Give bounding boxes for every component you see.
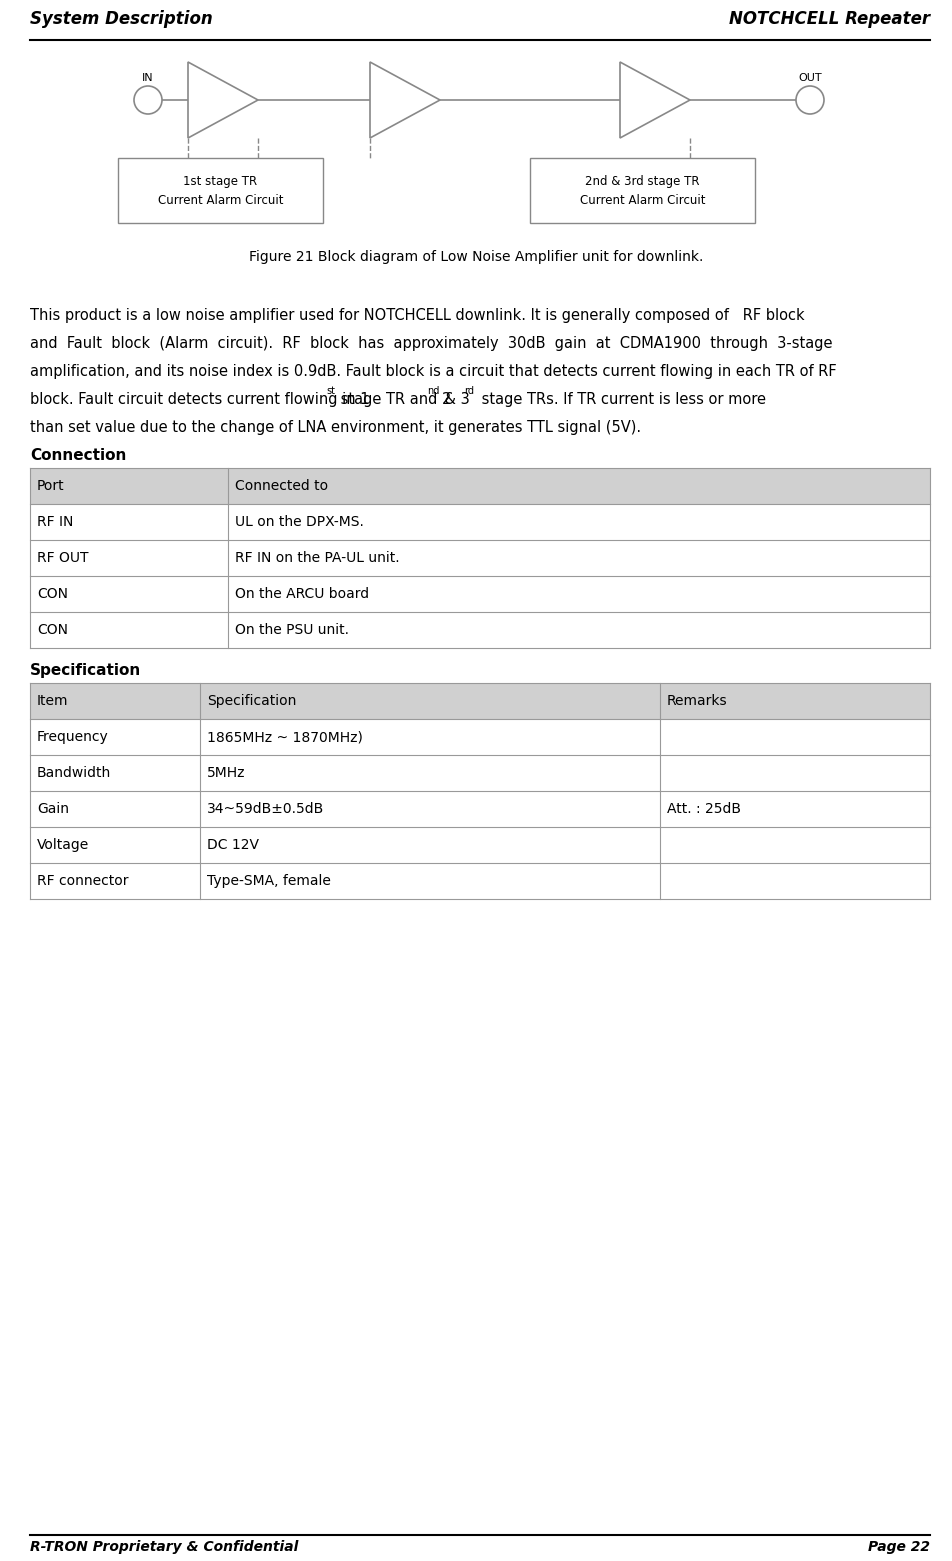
Text: Port: Port — [37, 479, 65, 493]
Text: Voltage: Voltage — [37, 838, 89, 852]
Text: Specification: Specification — [207, 695, 296, 709]
Text: IN: IN — [142, 73, 153, 83]
Text: 1865MHz ~ 1870MHz): 1865MHz ~ 1870MHz) — [207, 731, 363, 745]
Text: Specification: Specification — [30, 663, 141, 677]
Text: On the PSU unit.: On the PSU unit. — [235, 623, 348, 637]
Text: Att. : 25dB: Att. : 25dB — [666, 802, 741, 816]
Text: Frequency: Frequency — [37, 731, 109, 745]
Text: OUT: OUT — [798, 73, 821, 83]
Text: RF OUT: RF OUT — [37, 551, 89, 565]
Text: Connection: Connection — [30, 448, 127, 464]
Text: Connected to: Connected to — [235, 479, 327, 493]
Text: st: st — [327, 386, 335, 396]
Text: Item: Item — [37, 695, 69, 709]
Text: 2nd & 3rd stage TR
Current Alarm Circuit: 2nd & 3rd stage TR Current Alarm Circuit — [579, 175, 704, 206]
Bar — [118, 158, 323, 223]
Text: R-TRON Proprietary & Confidential: R-TRON Proprietary & Confidential — [30, 1541, 298, 1555]
Text: RF IN on the PA-UL unit.: RF IN on the PA-UL unit. — [235, 551, 399, 565]
Text: RF connector: RF connector — [37, 874, 129, 888]
Text: stage TRs. If TR current is less or more: stage TRs. If TR current is less or more — [477, 392, 765, 407]
Text: Gain: Gain — [37, 802, 69, 816]
Text: Type-SMA, female: Type-SMA, female — [207, 874, 330, 888]
Polygon shape — [369, 62, 440, 137]
Circle shape — [134, 86, 162, 114]
Text: System Description: System Description — [30, 9, 212, 28]
Bar — [30, 684, 929, 720]
Text: Page 22: Page 22 — [867, 1541, 929, 1555]
Text: DC 12V: DC 12V — [207, 838, 259, 852]
Text: amplification, and its noise index is 0.9dB. Fault block is a circuit that detec: amplification, and its noise index is 0.… — [30, 364, 836, 379]
Text: 34~59dB±0.5dB: 34~59dB±0.5dB — [207, 802, 324, 816]
Text: RF IN: RF IN — [37, 515, 73, 529]
Text: 5MHz: 5MHz — [207, 766, 246, 780]
Text: rd: rd — [464, 386, 474, 396]
Text: On the ARCU board: On the ARCU board — [235, 587, 368, 601]
Text: Remarks: Remarks — [666, 695, 727, 709]
Text: than set value due to the change of LNA environment, it generates TTL signal (5V: than set value due to the change of LNA … — [30, 420, 641, 436]
Bar — [529, 158, 754, 223]
Text: Bandwidth: Bandwidth — [37, 766, 111, 780]
Text: NOTCHCELL Repeater: NOTCHCELL Repeater — [728, 9, 929, 28]
Text: CON: CON — [37, 623, 68, 637]
Text: This product is a low noise amplifier used for NOTCHCELL downlink. It is general: This product is a low noise amplifier us… — [30, 308, 803, 323]
Text: and  Fault  block  (Alarm  circuit).  RF  block  has  approximately  30dB  gain : and Fault block (Alarm circuit). RF bloc… — [30, 336, 832, 351]
Bar — [30, 468, 929, 504]
Text: CON: CON — [37, 587, 68, 601]
Text: 1st stage TR
Current Alarm Circuit: 1st stage TR Current Alarm Circuit — [158, 175, 283, 206]
Text: & 3: & 3 — [440, 392, 469, 407]
Text: block. Fault circuit detects current flowing in 1: block. Fault circuit detects current flo… — [30, 392, 369, 407]
Polygon shape — [188, 62, 258, 137]
Text: stage TR and 2: stage TR and 2 — [336, 392, 451, 407]
Text: Figure 21 Block diagram of Low Noise Amplifier unit for downlink.: Figure 21 Block diagram of Low Noise Amp… — [248, 250, 703, 264]
Text: UL on the DPX-MS.: UL on the DPX-MS. — [235, 515, 364, 529]
Polygon shape — [620, 62, 689, 137]
Text: nd: nd — [426, 386, 439, 396]
Circle shape — [795, 86, 823, 114]
